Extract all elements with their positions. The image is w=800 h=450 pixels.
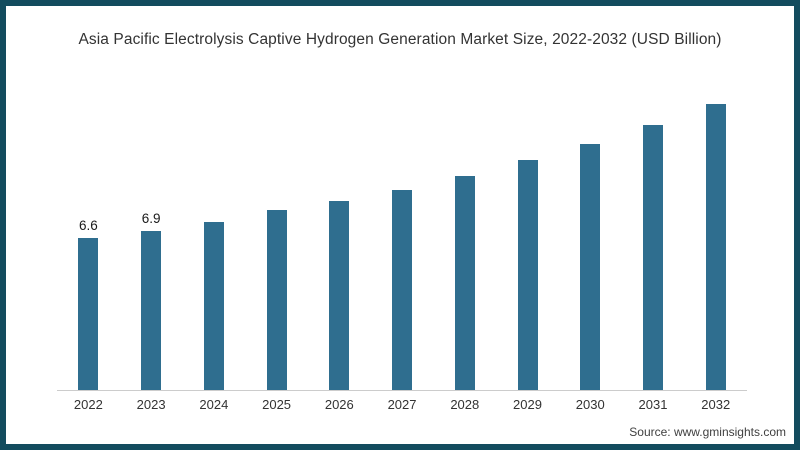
bar-column [684, 79, 747, 390]
bar [266, 210, 287, 390]
bar-column: 6.6 [57, 79, 120, 390]
bar-value-label: 6.9 [141, 211, 161, 226]
bar-column [496, 79, 559, 390]
bar [454, 176, 475, 390]
x-tick-label: 2026 [324, 397, 354, 412]
x-tick-label: 2022 [73, 397, 103, 412]
x-axis-labels: 2022 2023 2024 2025 2026 2027 2028 2029 2030 2031… [57, 397, 747, 412]
x-tick-label: 2025 [262, 397, 292, 412]
plot-area: 6.6 6.9 [57, 79, 747, 391]
x-tick-label: 2028 [450, 397, 480, 412]
bar [705, 104, 726, 390]
bar-column [559, 79, 622, 390]
bar [203, 222, 224, 390]
x-tick-label: 2032 [701, 397, 731, 412]
bar-column [308, 79, 371, 390]
bar-column [622, 79, 685, 390]
x-tick-label: 2027 [387, 397, 417, 412]
bar [580, 144, 601, 390]
bar-column: 6.9 [120, 79, 183, 390]
x-tick-label: 2031 [638, 397, 668, 412]
x-tick-label: 2030 [575, 397, 605, 412]
bar [517, 160, 538, 390]
x-tick-label: 2023 [136, 397, 166, 412]
x-tick-label: 2029 [513, 397, 542, 412]
source-credit: Source: www.gminsights.com [629, 425, 786, 439]
chart-title: Asia Pacific Electrolysis Captive Hydrog… [78, 31, 722, 48]
bar-column [245, 79, 308, 390]
x-tick-label: 2024 [199, 397, 229, 412]
bar-column [433, 79, 496, 390]
bar [141, 231, 162, 390]
bar-column [371, 79, 434, 390]
bar [78, 238, 99, 390]
bar-column [182, 79, 245, 390]
bar [642, 125, 663, 390]
bar [392, 190, 413, 390]
bar [329, 201, 350, 390]
bar-value-label: 6.6 [78, 218, 98, 233]
